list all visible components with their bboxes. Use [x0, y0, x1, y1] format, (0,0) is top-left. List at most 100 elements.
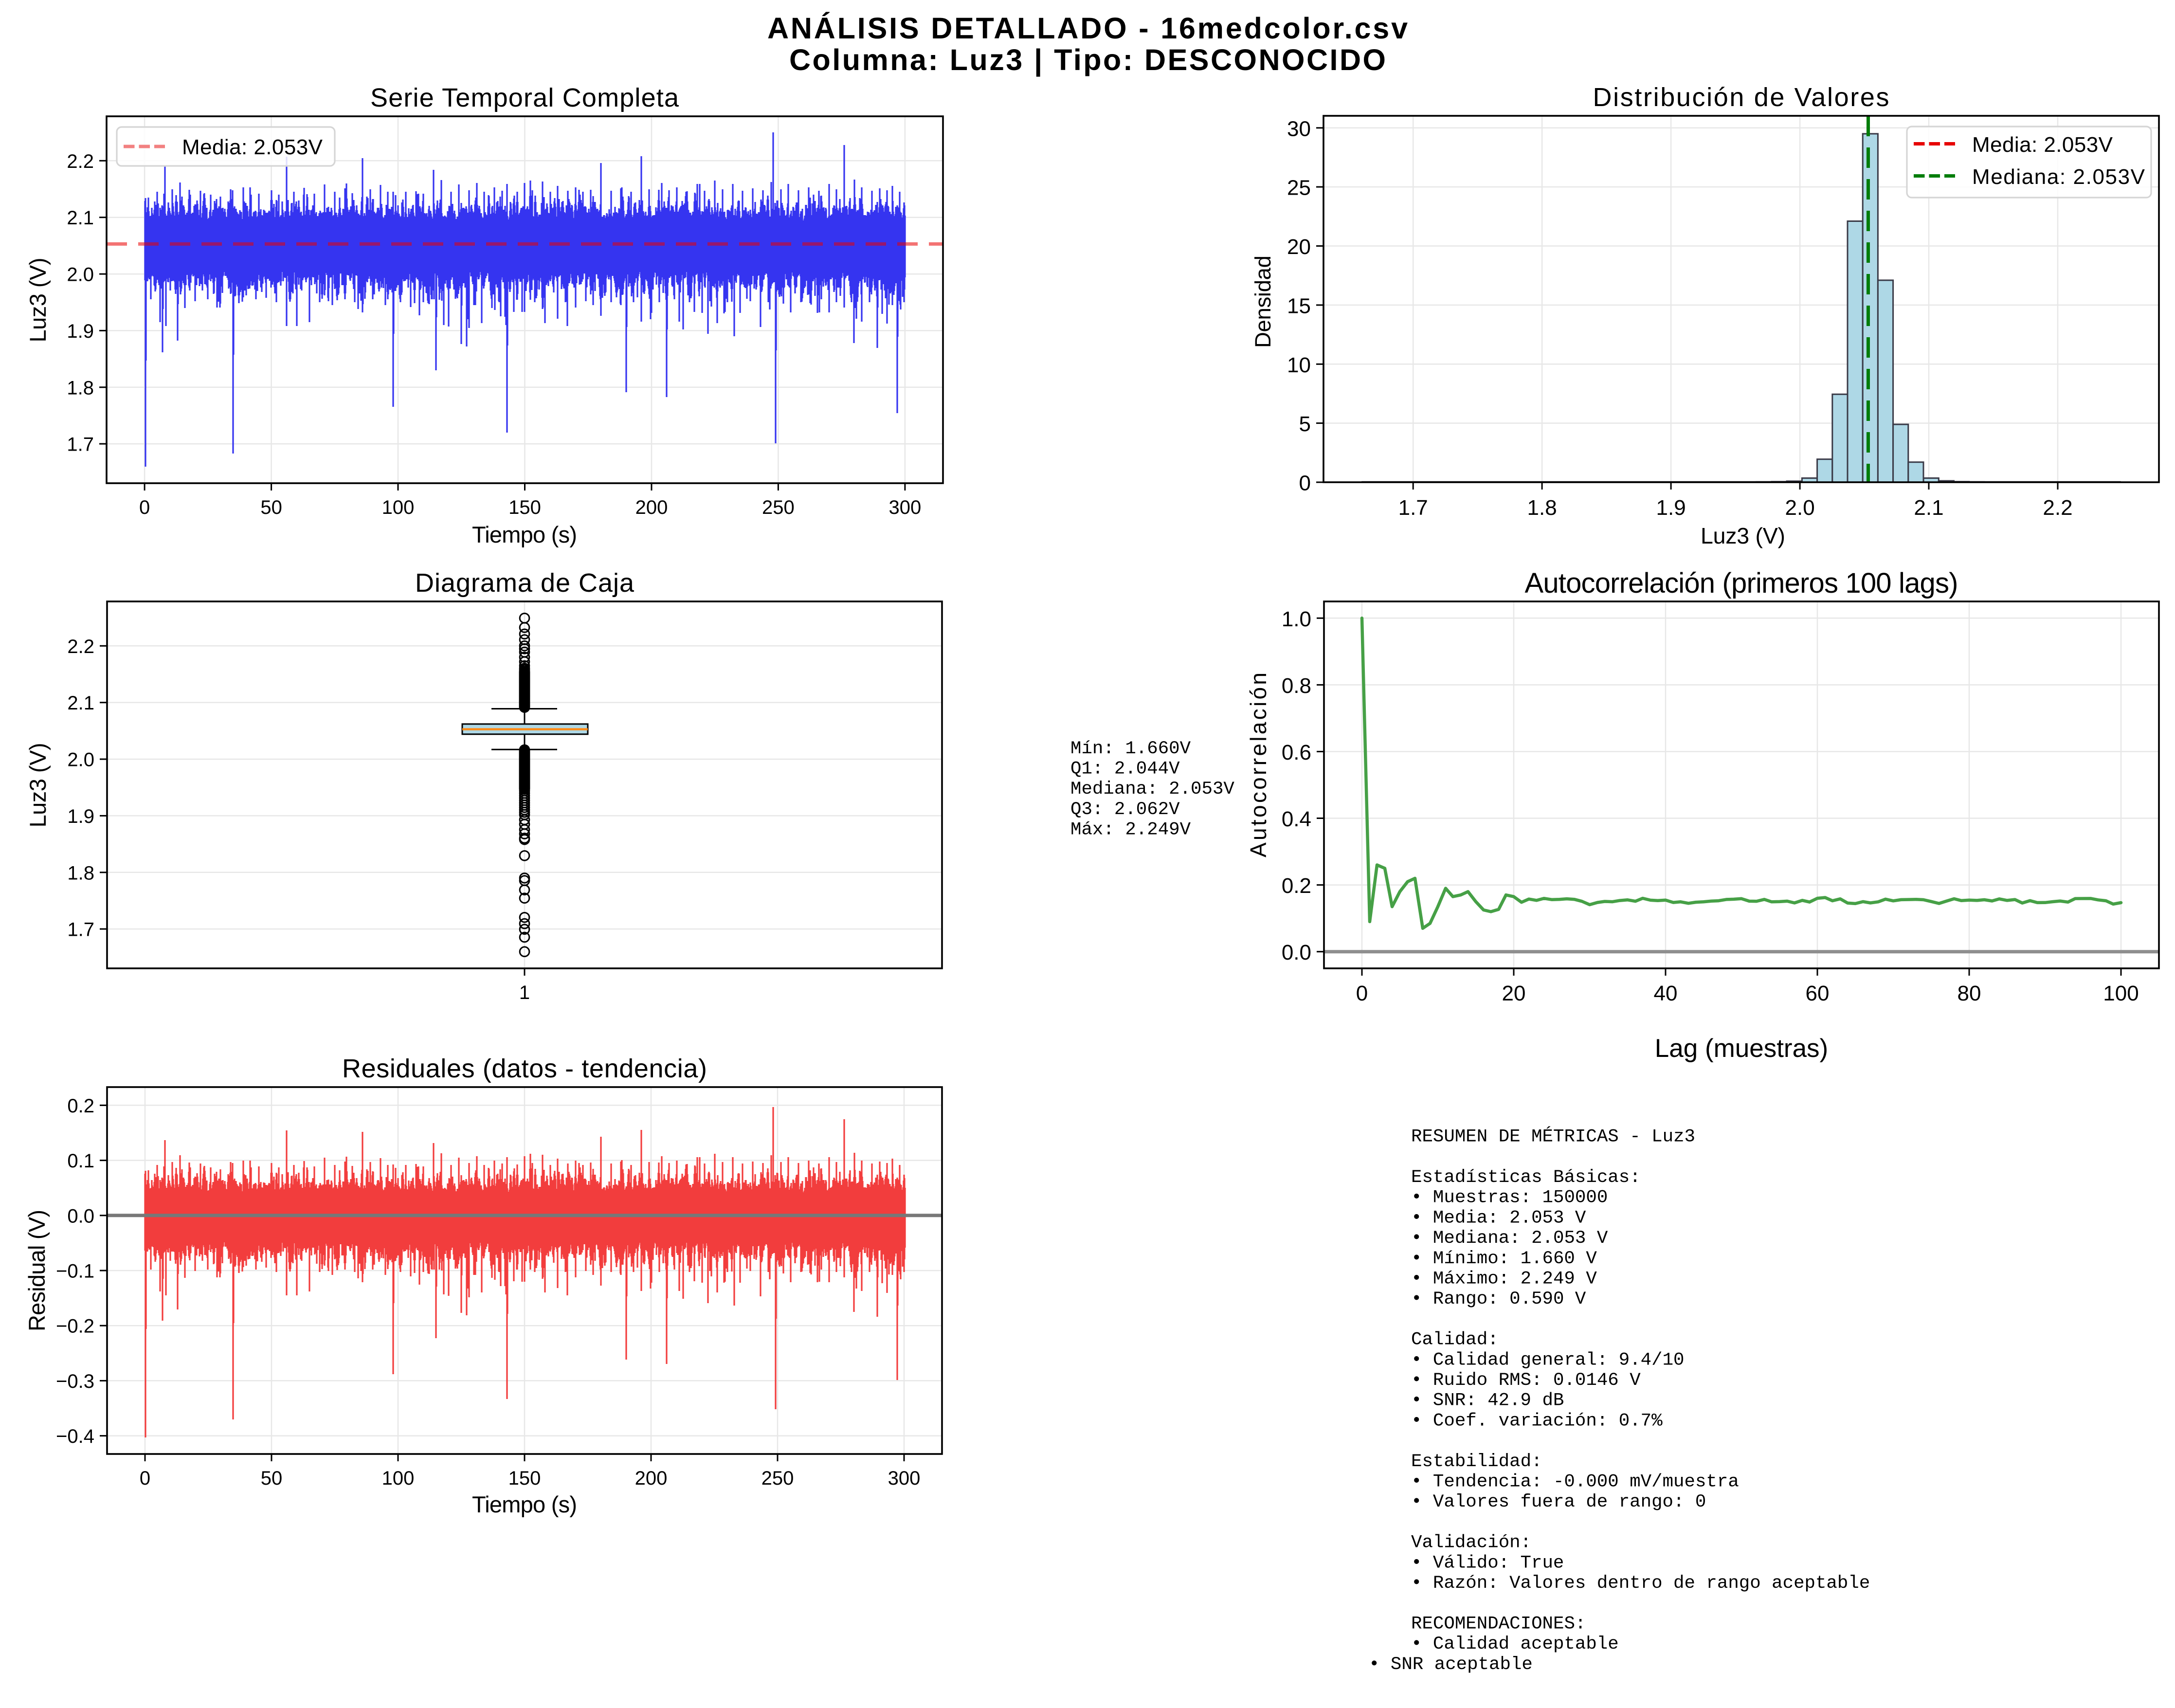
svg-text:0.8: 0.8 [1282, 674, 1311, 698]
svg-text:Validación:: Validación: [1411, 1533, 1531, 1553]
svg-text:20: 20 [1287, 235, 1311, 259]
svg-text:1.0: 1.0 [1282, 607, 1311, 631]
svg-text:Serie Temporal Completa: Serie Temporal Completa [370, 83, 679, 112]
svg-text:RESUMEN DE MÉTRICAS - Luz3: RESUMEN DE MÉTRICAS - Luz3 [1411, 1127, 1695, 1147]
svg-text:• Calidad aceptable: • Calidad aceptable [1411, 1634, 1619, 1654]
svg-text:2.1: 2.1 [1914, 496, 1943, 520]
svg-text:Calidad:: Calidad: [1411, 1330, 1499, 1350]
svg-text:0: 0 [1299, 472, 1311, 495]
svg-text:−0.4: −0.4 [56, 1426, 94, 1447]
svg-text:Máx: 2.249V: Máx: 2.249V [1070, 820, 1191, 840]
svg-text:• Coef. variación: 0.7%: • Coef. variación: 0.7% [1411, 1411, 1663, 1431]
svg-text:300: 300 [889, 497, 922, 518]
svg-text:10: 10 [1287, 353, 1311, 377]
svg-text:Diagrama de Caja: Diagrama de Caja [415, 568, 634, 598]
svg-text:2.0: 2.0 [1785, 496, 1815, 520]
svg-text:2.2: 2.2 [67, 151, 94, 172]
svg-text:2.1: 2.1 [67, 207, 94, 229]
svg-text:• SNR aceptable: • SNR aceptable [1369, 1654, 1533, 1675]
svg-text:50: 50 [261, 1468, 283, 1489]
svg-text:0: 0 [1356, 981, 1368, 1005]
svg-text:100: 100 [382, 1468, 415, 1489]
svg-text:5: 5 [1299, 412, 1311, 436]
svg-text:250: 250 [761, 1468, 794, 1489]
svg-text:0: 0 [140, 1468, 150, 1489]
svg-text:Autocorrelación (primeros 100: Autocorrelación (primeros 100 lags) [1525, 567, 1958, 599]
svg-text:2.0: 2.0 [67, 264, 94, 286]
svg-text:Distribución de Valores: Distribución de Valores [1593, 83, 1889, 112]
svg-text:• Máximo: 2.249 V: • Máximo: 2.249 V [1411, 1269, 1597, 1290]
svg-text:Luz3 (V): Luz3 (V) [25, 743, 51, 828]
svg-text:• Calidad general: 9.4/10: • Calidad general: 9.4/10 [1411, 1350, 1685, 1370]
svg-text:0.4: 0.4 [1282, 807, 1311, 831]
svg-text:• Válido: True: • Válido: True [1411, 1553, 1564, 1573]
svg-text:15: 15 [1287, 294, 1311, 318]
svg-text:0.0: 0.0 [1282, 941, 1311, 964]
svg-text:• Ruido RMS: 0.0146 V: • Ruido RMS: 0.0146 V [1411, 1370, 1641, 1391]
svg-text:• Valores fuera de rango: 0: • Valores fuera de rango: 0 [1411, 1492, 1706, 1512]
svg-text:Mín: 1.660V: Mín: 1.660V [1070, 739, 1191, 759]
svg-text:0.1: 0.1 [67, 1150, 94, 1172]
svg-text:• Muestras: 150000: • Muestras: 150000 [1411, 1188, 1608, 1208]
svg-text:150: 150 [508, 1468, 541, 1489]
svg-text:• SNR: 42.9 dB: • SNR: 42.9 dB [1411, 1391, 1564, 1411]
svg-text:2.1: 2.1 [67, 692, 94, 714]
svg-text:1.9: 1.9 [67, 321, 94, 342]
svg-text:250: 250 [762, 497, 795, 518]
svg-text:200: 200 [635, 1468, 668, 1489]
svg-text:300: 300 [888, 1468, 921, 1489]
svg-text:• Mediana: 2.053 V: • Mediana: 2.053 V [1411, 1228, 1608, 1249]
svg-text:1.8: 1.8 [67, 862, 94, 884]
svg-text:• Razón: Valores dentro de ran: • Razón: Valores dentro de rango aceptab… [1411, 1573, 1870, 1594]
svg-text:• Media: 2.053 V: • Media: 2.053 V [1411, 1208, 1586, 1228]
svg-text:30: 30 [1287, 117, 1311, 141]
svg-text:1.9: 1.9 [1656, 496, 1686, 520]
svg-text:Media: 2.053V: Media: 2.053V [1972, 133, 2113, 157]
svg-text:1: 1 [519, 982, 530, 1003]
svg-text:RECOMENDACIONES:: RECOMENDACIONES: [1411, 1614, 1586, 1634]
svg-text:20: 20 [1502, 981, 1526, 1005]
svg-text:2.0: 2.0 [67, 749, 94, 771]
svg-text:Media: 2.053V: Media: 2.053V [182, 135, 323, 159]
svg-text:Tiempo (s): Tiempo (s) [472, 522, 577, 547]
svg-text:Q1: 2.044V: Q1: 2.044V [1070, 759, 1180, 780]
svg-text:2.2: 2.2 [67, 636, 94, 657]
svg-text:Residuales (datos - tendencia): Residuales (datos - tendencia) [342, 1054, 707, 1083]
svg-text:0.2: 0.2 [67, 1095, 94, 1117]
svg-text:Densidad: Densidad [1251, 255, 1275, 348]
svg-text:Estabilidad:: Estabilidad: [1411, 1452, 1542, 1472]
svg-text:Luz3 (V): Luz3 (V) [1701, 523, 1785, 548]
svg-text:Residual (V): Residual (V) [24, 1210, 50, 1331]
svg-text:1.7: 1.7 [1398, 496, 1428, 520]
svg-text:−0.3: −0.3 [56, 1371, 94, 1392]
svg-text:1.8: 1.8 [67, 377, 94, 399]
svg-text:1.8: 1.8 [1527, 496, 1557, 520]
svg-text:25: 25 [1287, 176, 1311, 200]
svg-text:Mediana: 2.053V: Mediana: 2.053V [1070, 779, 1235, 799]
svg-text:• Rango: 0.590 V: • Rango: 0.590 V [1411, 1289, 1586, 1309]
svg-text:1.7: 1.7 [67, 434, 94, 455]
svg-text:Estadísticas Básicas:: Estadísticas Básicas: [1411, 1167, 1641, 1188]
svg-text:• Tendencia: -0.000 mV/muestra: • Tendencia: -0.000 mV/muestra [1411, 1472, 1739, 1492]
svg-text:Tiempo (s): Tiempo (s) [472, 1491, 577, 1517]
svg-text:0.6: 0.6 [1282, 741, 1311, 764]
svg-text:Mediana: 2.053V: Mediana: 2.053V [1972, 165, 2145, 189]
svg-text:−0.2: −0.2 [56, 1316, 94, 1337]
svg-text:100: 100 [2103, 981, 2139, 1005]
svg-text:0.2: 0.2 [1282, 874, 1311, 898]
svg-text:60: 60 [1806, 981, 1830, 1005]
svg-text:100: 100 [382, 497, 415, 518]
svg-text:Q3: 2.062V: Q3: 2.062V [1070, 799, 1180, 820]
svg-text:1.9: 1.9 [67, 806, 94, 827]
svg-text:40: 40 [1654, 981, 1678, 1005]
svg-text:Luz3 (V): Luz3 (V) [25, 258, 51, 343]
svg-text:2.2: 2.2 [2043, 496, 2072, 520]
svg-text:0: 0 [139, 497, 150, 518]
svg-text:1.7: 1.7 [67, 919, 94, 941]
svg-text:0.0: 0.0 [67, 1205, 94, 1227]
svg-text:200: 200 [635, 497, 668, 518]
svg-text:150: 150 [508, 497, 541, 518]
svg-text:−0.1: −0.1 [56, 1261, 94, 1282]
svg-text:Lag (muestras): Lag (muestras) [1655, 1034, 1828, 1063]
svg-text:80: 80 [1958, 981, 1981, 1005]
